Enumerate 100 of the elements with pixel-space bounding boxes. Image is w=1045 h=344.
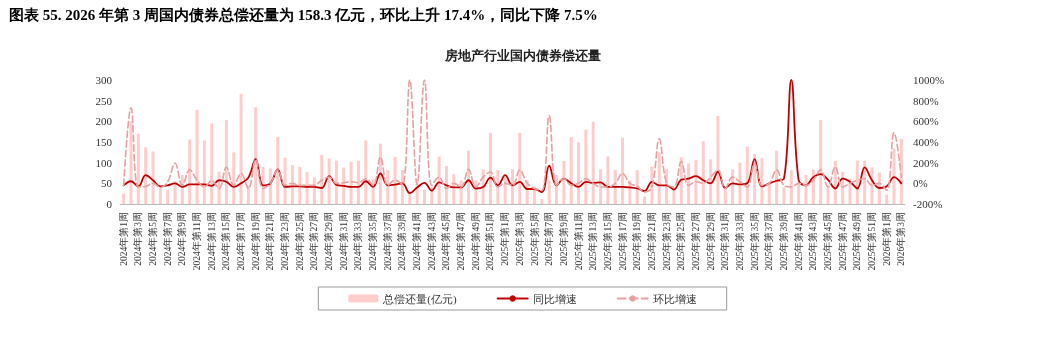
- bar: [290, 165, 294, 204]
- y2-tick-label: -200%: [913, 198, 943, 210]
- legend-label: 环比增速: [652, 292, 697, 305]
- bar: [334, 160, 338, 204]
- x-tick-label: 2024年第37周: [381, 212, 393, 271]
- bar: [268, 168, 272, 204]
- bar: [591, 121, 595, 204]
- y2-tick-label: 600%: [913, 115, 939, 128]
- x-tick-label: 2025年第49周: [851, 212, 863, 271]
- x-tick-label: 2024年第1周: [117, 212, 129, 266]
- bar: [540, 199, 544, 204]
- bar: [599, 169, 603, 204]
- y2-tick-label: 200%: [913, 156, 939, 169]
- x-tick-label: 2024年第15周: [220, 212, 232, 271]
- bar: [694, 159, 698, 204]
- chart-title: 图表 55. 2026 年第 3 周国内债券总偿还量为 158.3 亿元，环比上升 17.4%，同比下降 7.5%: [9, 6, 598, 23]
- bar: [547, 180, 551, 204]
- bar: [782, 187, 786, 204]
- x-tick-label: 2025年第37周: [763, 212, 775, 271]
- bar: [283, 157, 287, 204]
- bar: [166, 189, 170, 204]
- bar: [254, 107, 258, 204]
- x-tick-label: 2025年第33周: [733, 212, 745, 271]
- y2-tick-label: 400%: [913, 136, 939, 148]
- x-tick-label: 2025年第7周: [543, 212, 555, 266]
- bar: [606, 156, 610, 204]
- bar: [863, 160, 867, 204]
- bar: [826, 187, 830, 204]
- bar: [136, 133, 140, 204]
- bar: [855, 160, 859, 204]
- bar: [210, 123, 214, 204]
- x-tick-label: 2024年第7周: [161, 212, 173, 266]
- bar: [327, 158, 331, 204]
- x-tick-label: 2024年第19周: [249, 212, 261, 271]
- x-tick-label: 2025年第27周: [689, 212, 701, 271]
- x-tick-label: 2025年第3周: [513, 212, 525, 266]
- x-tick-label: 2025年第45周: [821, 212, 833, 271]
- bar: [202, 140, 206, 204]
- y-tick-label: 150: [95, 136, 113, 148]
- bar: [687, 163, 691, 204]
- x-tick-label: 2025年第5周: [528, 212, 540, 266]
- x-tick-label: 2024年第3周: [132, 212, 144, 266]
- bar: [621, 137, 625, 204]
- bar: [459, 180, 463, 204]
- bar: [393, 156, 397, 204]
- x-tick-label: 2024年第47周: [455, 212, 467, 271]
- bar: [760, 158, 764, 204]
- bar: [298, 166, 302, 204]
- x-tick-label: 2025年第1周: [499, 212, 511, 266]
- x-tick-label: 2024年第49周: [469, 212, 481, 271]
- bar: [239, 93, 243, 204]
- bar: [356, 160, 360, 204]
- bar: [569, 137, 573, 204]
- bar: [584, 129, 588, 204]
- bar: [775, 150, 779, 204]
- x-tick-label: 2024年第11周: [191, 212, 203, 271]
- bar: [804, 175, 808, 204]
- bar: [232, 152, 236, 204]
- bar: [386, 170, 390, 204]
- x-tick-label: 2024年第35周: [367, 212, 379, 271]
- x-tick-label: 2025年第15周: [601, 212, 613, 271]
- bar: [643, 196, 647, 204]
- x-tick-label: 2024年第33周: [352, 212, 364, 271]
- bar: [151, 151, 155, 204]
- bar: [892, 148, 896, 204]
- x-tick-label: 2024年第13周: [205, 212, 217, 271]
- bar: [195, 109, 199, 204]
- x-tick-label: 2025年第41周: [792, 212, 804, 271]
- x-tick-label: 2025年第9周: [557, 212, 569, 266]
- x-tick-label: 2024年第27周: [308, 212, 320, 271]
- x-tick-label: 2024年第51周: [484, 212, 496, 271]
- bar: [378, 143, 382, 204]
- bar: [122, 193, 126, 204]
- bar: [400, 170, 404, 204]
- x-tick-label: 2025年第47周: [836, 212, 848, 271]
- x-tick-label: 2025年第19周: [631, 212, 643, 271]
- x-tick-label: 2025年第11周: [572, 212, 584, 271]
- bar: [738, 162, 742, 204]
- x-tick-label: 2024年第23周: [279, 212, 291, 271]
- bar: [577, 142, 581, 204]
- bar: [188, 139, 192, 204]
- bar: [349, 161, 353, 204]
- x-tick-label: 2024年第31周: [337, 212, 349, 271]
- x-tick-label: 2025年第29周: [704, 212, 716, 271]
- x-tick-label: 2025年第35周: [748, 212, 760, 271]
- x-tick-label: 2024年第43周: [425, 212, 437, 271]
- x-tick-label: 2025年第39周: [777, 212, 789, 271]
- y-tick-label: 50: [101, 177, 113, 190]
- y-tick-label: 250: [95, 94, 113, 107]
- bar: [511, 169, 514, 204]
- bar: [518, 132, 522, 204]
- bar: [833, 161, 837, 204]
- bar: [488, 132, 492, 204]
- bar: [767, 183, 771, 204]
- bar: [261, 166, 265, 204]
- x-tick-label: 2024年第25周: [293, 212, 305, 271]
- x-tick-label: 2024年第17周: [235, 212, 247, 271]
- x-tick-label: 2026年第3周: [895, 212, 907, 266]
- legend-label: 同比增速: [532, 292, 577, 305]
- bar: [158, 187, 162, 204]
